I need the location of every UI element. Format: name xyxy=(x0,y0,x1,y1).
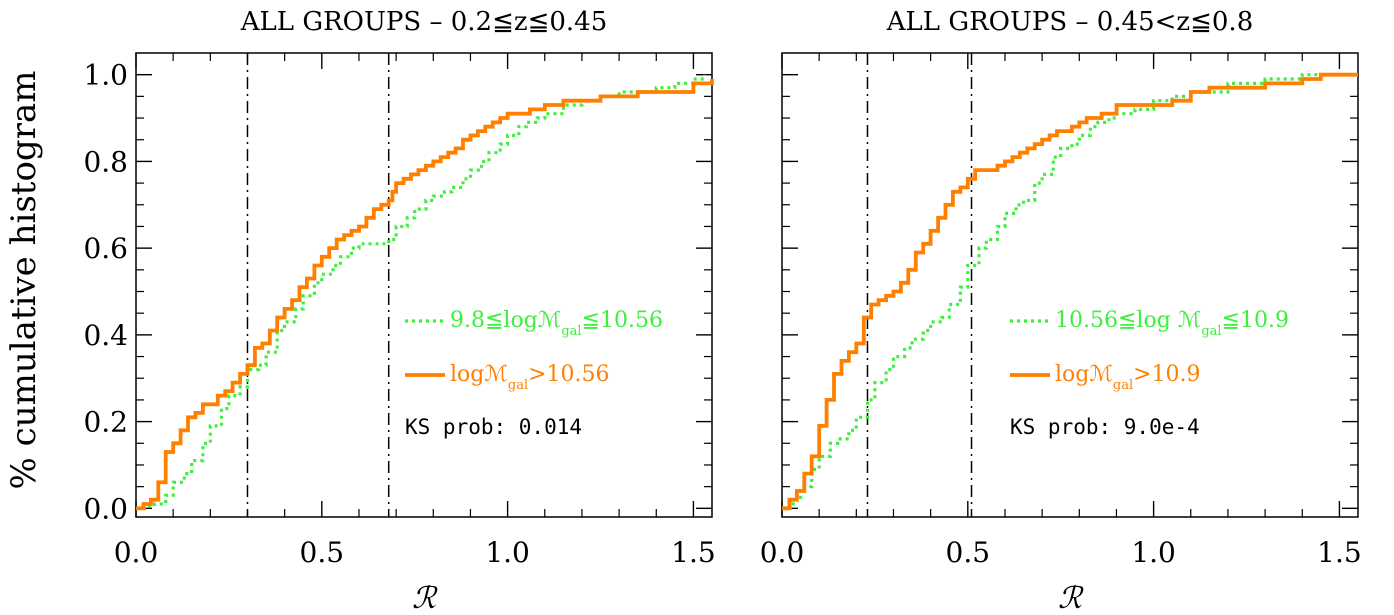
left-series-orange-curve xyxy=(136,79,714,511)
left-x-tick-label: 0.5 xyxy=(300,536,345,569)
right-series-green-curve xyxy=(782,73,1358,510)
right-chart-panel: ALL GROUPS – 0.45<z≦0.8 0.0 0.5 1.0 1.5 10.5… xyxy=(760,7,1362,615)
right-legend-label-green: 10.56≦log ℳgal≦10.9 xyxy=(1055,308,1289,339)
right-chart-title: ALL GROUPS – 0.45<z≦0.8 xyxy=(886,7,1254,37)
right-ks-probability: KS prob: 9.0e-4 xyxy=(1010,415,1200,439)
left-ks-probability: KS prob: 0.014 xyxy=(405,415,582,439)
right-x-axis-label: ℛ xyxy=(1058,581,1084,615)
left-chart-title: ALL GROUPS – 0.2≦z≦0.45 xyxy=(240,7,608,37)
y-axis-label: % cumulative histogram xyxy=(4,71,44,490)
left-x-axis-label: ℛ xyxy=(412,581,438,615)
right-x-tick-label: 1.0 xyxy=(1131,536,1176,569)
right-x-tick-label: 0.5 xyxy=(946,536,991,569)
left-y-tick-label: 0.4 xyxy=(83,319,128,352)
left-x-tick-label: 1.0 xyxy=(485,536,530,569)
left-legend-label-orange: logℳgal>10.56 xyxy=(450,362,610,393)
left-x-tick-label: 1.5 xyxy=(671,536,716,569)
right-x-tick-label: 0.0 xyxy=(760,536,805,569)
left-legend-label-green: 9.8≦logℳgal≦10.56 xyxy=(450,308,663,339)
left-y-tick-label: 0.2 xyxy=(83,406,128,439)
left-y-tick-label: 1.0 xyxy=(83,59,128,92)
right-x-tick-label: 1.5 xyxy=(1317,536,1362,569)
right-plot-frame xyxy=(781,52,1359,518)
left-y-tick-label: 0.0 xyxy=(83,492,128,525)
left-chart-panel: ALL GROUPS – 0.2≦z≦0.45 0.0 0.5 1.0 1.5 0.0 0… xyxy=(83,7,715,615)
left-plot-frame xyxy=(135,52,713,518)
right-legend-label-orange: logℳgal>10.9 xyxy=(1055,362,1201,393)
left-y-tick-label: 0.6 xyxy=(83,232,128,265)
left-x-tick-label: 0.0 xyxy=(114,536,159,569)
left-y-tick-label: 0.8 xyxy=(83,145,128,178)
left-series-green-curve xyxy=(136,74,707,510)
right-series-orange-curve xyxy=(782,72,1358,511)
